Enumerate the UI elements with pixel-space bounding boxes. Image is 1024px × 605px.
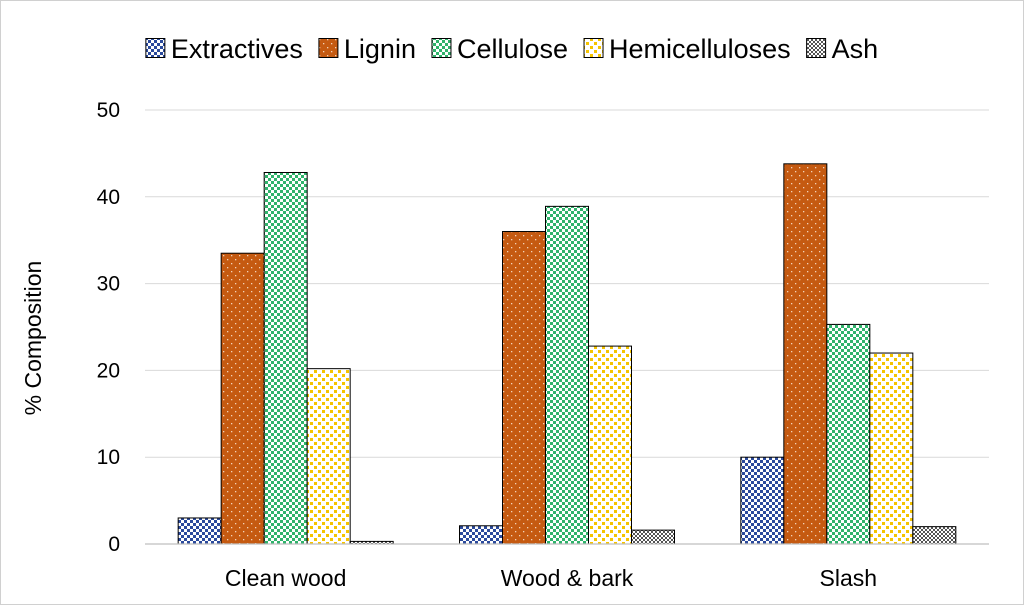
legend-swatch-ash: [806, 38, 827, 58]
y-axis-ticks: 0 10 20 30 40 50: [97, 99, 120, 556]
x-category-label: Slash: [820, 565, 878, 591]
y-tick-label: 10: [97, 446, 120, 469]
bar-cellulose-clean-wood: [263, 171, 308, 545]
legend-label-cellulose: Cellulose: [457, 34, 568, 64]
legend: Extractives Lignin Cellulose Hemicelluloses…: [145, 34, 879, 64]
y-tick-label: 30: [97, 273, 120, 296]
legend-swatch-cellulose: [431, 38, 452, 58]
bar-extractives-clean-wood: [177, 517, 222, 545]
bar-ash-wood-bark: [631, 529, 675, 545]
bar-hemicelluloses-wood-bark: [588, 345, 632, 545]
bar-hemicelluloses-clean-wood: [306, 368, 351, 545]
y-tick-label: 40: [97, 186, 120, 209]
bar-extractives-slash: [740, 456, 785, 545]
bar-ash-slash: [912, 526, 957, 545]
legend-swatch-hemicelluloses: [583, 38, 604, 58]
legend-label-ash: Ash: [832, 34, 879, 64]
x-category-label: Wood & bark: [501, 565, 634, 591]
y-tick-label: 20: [97, 359, 120, 382]
bar-cellulose-slash: [826, 323, 871, 545]
y-axis-title: % Composition: [20, 261, 46, 416]
bar-lignin-slash: [783, 163, 828, 545]
bar-extractives-wood-bark: [459, 525, 503, 545]
legend-label-lignin: Lignin: [344, 34, 416, 64]
x-axis-labels: Clean wood Wood & bark Slash: [225, 565, 877, 591]
legend-label-hemicelluloses: Hemicelluloses: [609, 34, 791, 64]
bars: [177, 163, 957, 545]
y-tick-label: 50: [97, 99, 120, 122]
bar-lignin-wood-bark: [502, 231, 546, 545]
y-tick-label: 0: [108, 533, 120, 556]
legend-label-extractives: Extractives: [171, 34, 303, 64]
legend-swatch-lignin: [318, 38, 339, 58]
x-category-label: Clean wood: [225, 565, 346, 591]
bar-hemicelluloses-slash: [869, 352, 914, 545]
bar-cellulose-wood-bark: [545, 205, 589, 545]
legend-swatch-extractives: [145, 38, 166, 58]
bar-lignin-clean-wood: [220, 252, 265, 545]
